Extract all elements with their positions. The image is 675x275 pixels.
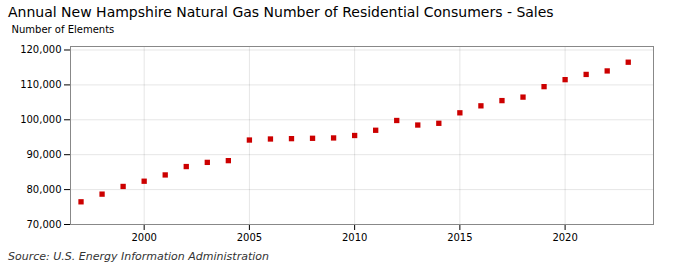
svg-text:2020: 2020 bbox=[552, 232, 577, 243]
svg-text:90,000: 90,000 bbox=[27, 149, 62, 160]
svg-text:70,000: 70,000 bbox=[27, 219, 62, 230]
svg-text:Number of Elements: Number of Elements bbox=[12, 24, 115, 35]
html-text:Annual New Hampshire Natural G: Annual New Hampshire Natural Gas Number … bbox=[8, 4, 554, 20]
svg-text:2010: 2010 bbox=[342, 232, 367, 243]
svg-text:80,000: 80,000 bbox=[27, 184, 62, 195]
svg-text:120,000: 120,000 bbox=[20, 44, 61, 55]
svg-text:100,000: 100,000 bbox=[20, 114, 61, 125]
svg-text:2005: 2005 bbox=[237, 232, 262, 243]
html-text:Source: U.S. Energy Informatio: Source: U.S. Energy Information Administ… bbox=[8, 250, 269, 263]
svg-text:2000: 2000 bbox=[131, 232, 156, 243]
svg-text:110,000: 110,000 bbox=[20, 79, 61, 90]
svg-text:2015: 2015 bbox=[447, 232, 472, 243]
